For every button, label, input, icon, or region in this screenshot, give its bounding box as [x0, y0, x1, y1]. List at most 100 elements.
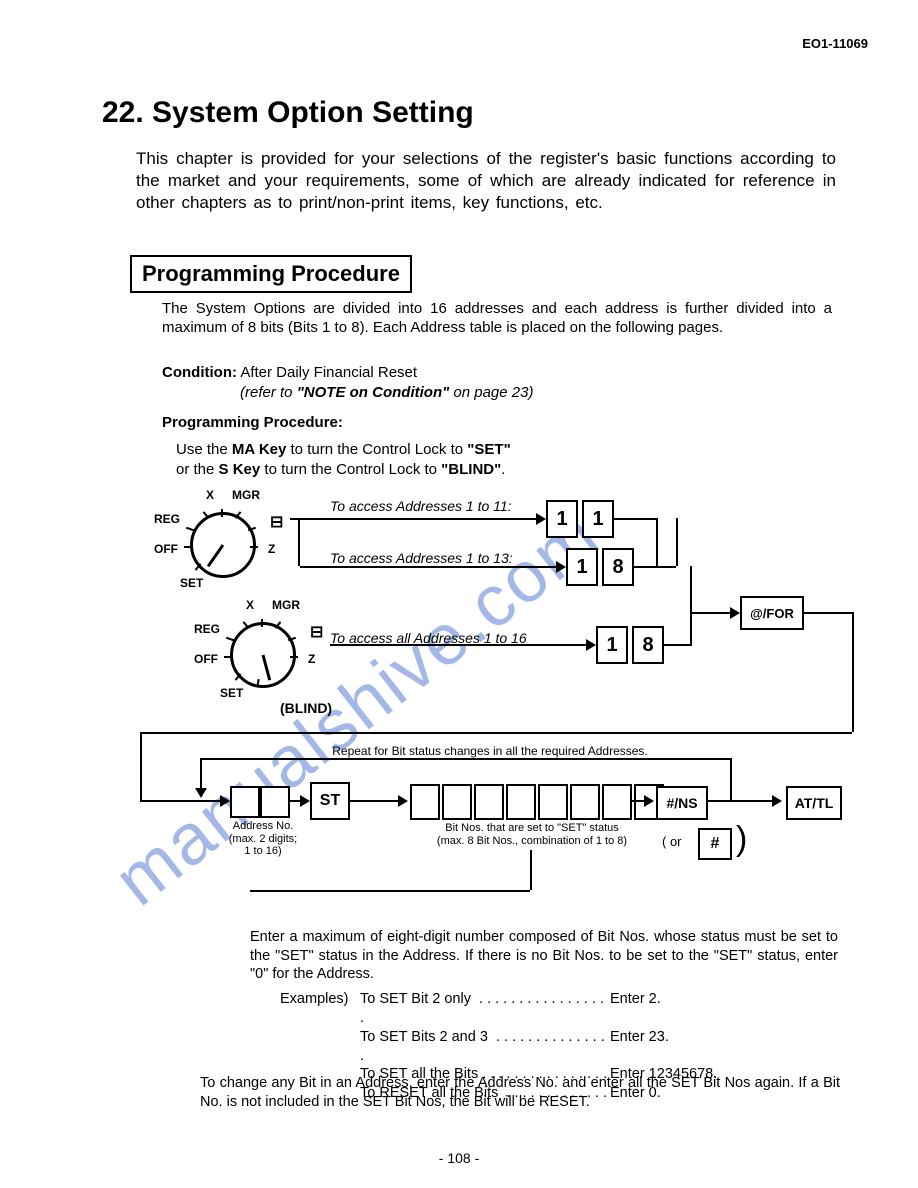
line	[656, 518, 658, 566]
pp-l1d: "SET"	[467, 441, 510, 458]
line	[802, 612, 852, 614]
pp-l2e: .	[501, 461, 505, 478]
line	[200, 758, 730, 760]
key-2-a: 1	[566, 548, 598, 586]
condition-label: Condition:	[162, 364, 237, 381]
key-2-b: 8	[602, 548, 634, 586]
dial2-mgr: MGR	[272, 598, 300, 612]
line	[730, 758, 732, 800]
programming-procedure-label: Programming Procedure:	[162, 414, 343, 431]
bit-box	[442, 784, 472, 820]
bit-box	[602, 784, 632, 820]
line	[330, 644, 586, 646]
condition-text: After Daily Financial Reset	[237, 364, 417, 381]
addr-digit-1	[230, 786, 260, 818]
pp-l2d: "BLIND"	[441, 461, 501, 478]
line	[250, 890, 530, 892]
ex-r1c: Enter 2.	[610, 990, 661, 1028]
dial2-off: OFF	[194, 652, 218, 666]
line	[140, 732, 142, 800]
line	[350, 800, 398, 802]
control-lock-dial-1	[190, 512, 256, 578]
line	[852, 612, 854, 732]
key-st: ST	[310, 782, 350, 820]
repeat-label: Repeat for Bit status changes in all the…	[290, 744, 690, 758]
pp-l1a: Use the	[176, 441, 232, 458]
address-no-label: Address No.(max. 2 digits;1 to 16)	[228, 820, 298, 858]
or-label: ( or	[662, 834, 682, 849]
page-number: - 108 -	[0, 1150, 918, 1166]
line	[676, 518, 678, 566]
examples-head: Examples)	[280, 990, 360, 1028]
bit-box	[474, 784, 504, 820]
dial1-mgr: MGR	[232, 488, 260, 502]
line	[140, 800, 220, 802]
dial2-reg: REG	[194, 622, 220, 636]
dial-pointer-2	[262, 655, 272, 681]
line	[200, 758, 202, 788]
line	[290, 518, 536, 520]
pp-l1b: MA Key	[232, 441, 286, 458]
intro-paragraph: This chapter is provided for your select…	[136, 148, 836, 214]
blind-label: (BLIND)	[280, 700, 332, 716]
bit-box	[538, 784, 568, 820]
dial2-z: Z	[308, 652, 315, 666]
access-1-11: To access Addresses 1 to 11:	[330, 498, 512, 514]
dial1-off: OFF	[154, 542, 178, 556]
condition-ref-bold: "NOTE on Condition"	[297, 384, 450, 401]
procedure-box-title: Programming Procedure	[130, 255, 412, 293]
line	[632, 566, 676, 568]
key-at-for: @/FOR	[740, 596, 804, 630]
key-hash-ns: #/NS	[656, 786, 708, 820]
dial1-set: SET	[180, 576, 203, 590]
dial-pointer	[207, 544, 224, 567]
line	[530, 850, 532, 890]
key-hash: #	[698, 828, 732, 860]
paren-right: )	[736, 820, 747, 859]
line	[630, 800, 644, 802]
bit-box	[570, 784, 600, 820]
condition-ref: (refer to "NOTE on Condition" on page 23…	[240, 384, 533, 401]
condition-line: Condition: After Daily Financial Reset	[162, 364, 417, 381]
pp-l2a: or the	[176, 461, 219, 478]
line	[612, 518, 656, 520]
line	[706, 800, 772, 802]
line	[690, 566, 692, 644]
key-1-b: 1	[582, 500, 614, 538]
procedure-intro: The System Options are divided into 16 a…	[162, 300, 832, 338]
bit-box	[410, 784, 440, 820]
line	[662, 644, 692, 646]
dial1-z: Z	[268, 542, 275, 556]
line	[690, 612, 730, 614]
key-3-a: 1	[596, 626, 628, 664]
ex-r2c: Enter 23.	[610, 1028, 669, 1066]
dial1-reg: REG	[154, 512, 180, 526]
bit-box	[506, 784, 536, 820]
pp-l1c: to turn the Control Lock to	[286, 441, 467, 458]
line	[298, 518, 300, 566]
key-3-b: 8	[632, 626, 664, 664]
ex-r2a: To SET Bits 2 and 3	[360, 1029, 488, 1045]
access-1-13: To access Addresses 1 to 13:	[330, 550, 513, 566]
bit-desc-label: Bit Nos. that are set to "SET" status(ma…	[412, 822, 652, 847]
dial2-set: SET	[220, 686, 243, 700]
ex-r1a: To SET Bit 2 only	[360, 991, 471, 1007]
dial1-x: X	[206, 488, 214, 502]
condition-ref-suffix: on page 23)	[449, 384, 533, 401]
document-id: EO1-11069	[802, 36, 868, 51]
line	[288, 800, 300, 802]
change-paragraph: To change any Bit in an Address, enter t…	[200, 1074, 840, 1111]
condition-ref-prefix: (refer to	[240, 384, 297, 401]
addr-digit-2	[260, 786, 290, 818]
dial2-x: X	[246, 598, 254, 612]
enter-paragraph: Enter a maximum of eight-digit number co…	[250, 928, 838, 984]
page-title: 22. System Option Setting	[102, 96, 474, 130]
dial2-minus: ⊟	[310, 622, 323, 642]
key-1-a: 1	[546, 500, 578, 538]
pp-l2c: to turn the Control Lock to	[260, 461, 441, 478]
line	[140, 732, 852, 734]
bit-number-boxes	[410, 784, 664, 820]
procedure-use-text: Use the MA Key to turn the Control Lock …	[176, 440, 511, 481]
key-at-tl: AT/TL	[786, 786, 842, 820]
pp-l2b: S Key	[219, 461, 261, 478]
